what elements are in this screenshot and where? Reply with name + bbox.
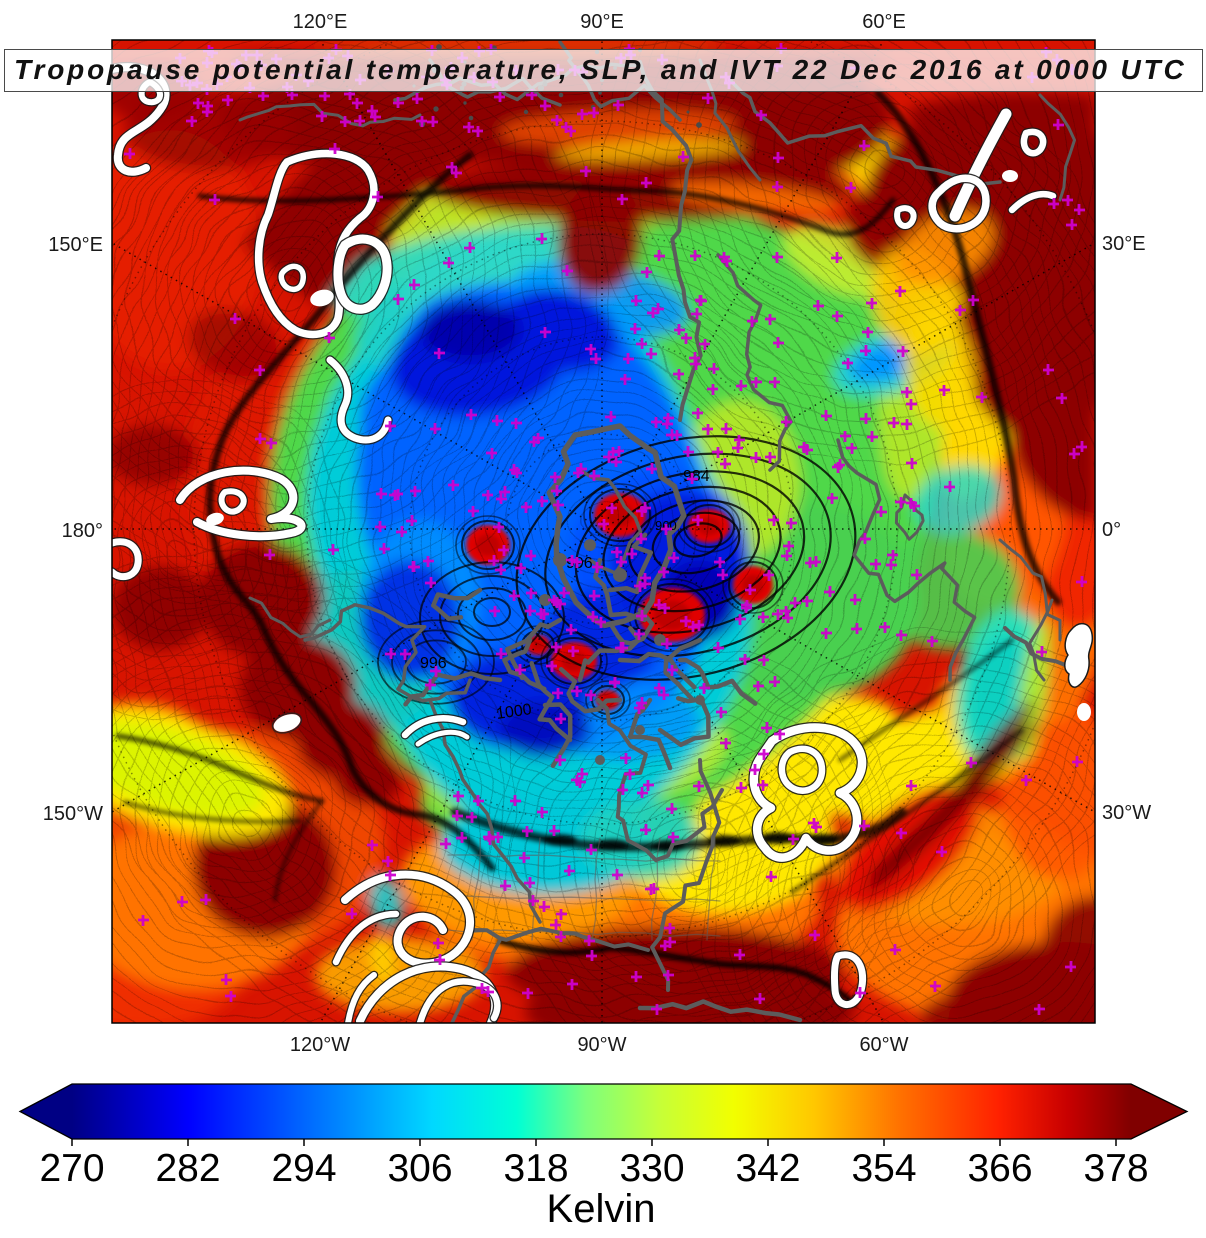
svg-text:120°W: 120°W [290, 1034, 350, 1056]
svg-text:366: 366 [967, 1147, 1032, 1190]
svg-text:984: 984 [683, 468, 710, 485]
svg-text:996: 996 [420, 655, 447, 672]
svg-text:342: 342 [735, 1147, 800, 1190]
svg-text:30°W: 30°W [1102, 802, 1151, 824]
svg-text:996: 996 [566, 555, 593, 572]
svg-text:150°W: 150°W [43, 803, 103, 825]
svg-text:354: 354 [851, 1147, 916, 1190]
svg-text:378: 378 [1083, 1147, 1148, 1190]
svg-text:90°E: 90°E [580, 11, 624, 33]
svg-text:294: 294 [271, 1147, 336, 1190]
svg-text:60°W: 60°W [859, 1034, 908, 1056]
svg-text:90°W: 90°W [577, 1034, 626, 1056]
svg-text:Kelvin: Kelvin [547, 1187, 656, 1231]
svg-text:0°: 0° [1102, 519, 1121, 541]
svg-text:1000: 1000 [495, 701, 533, 723]
svg-text:60°E: 60°E [862, 11, 906, 33]
svg-text:282: 282 [155, 1147, 220, 1190]
svg-text:120°E: 120°E [293, 11, 348, 33]
svg-text:270: 270 [39, 1147, 104, 1190]
svg-text:150°E: 150°E [48, 234, 103, 256]
svg-text:30°E: 30°E [1102, 233, 1146, 255]
svg-text:180°: 180° [62, 520, 103, 542]
svg-text:330: 330 [619, 1147, 684, 1190]
svg-text:318: 318 [503, 1147, 568, 1190]
svg-text:306: 306 [387, 1147, 452, 1190]
